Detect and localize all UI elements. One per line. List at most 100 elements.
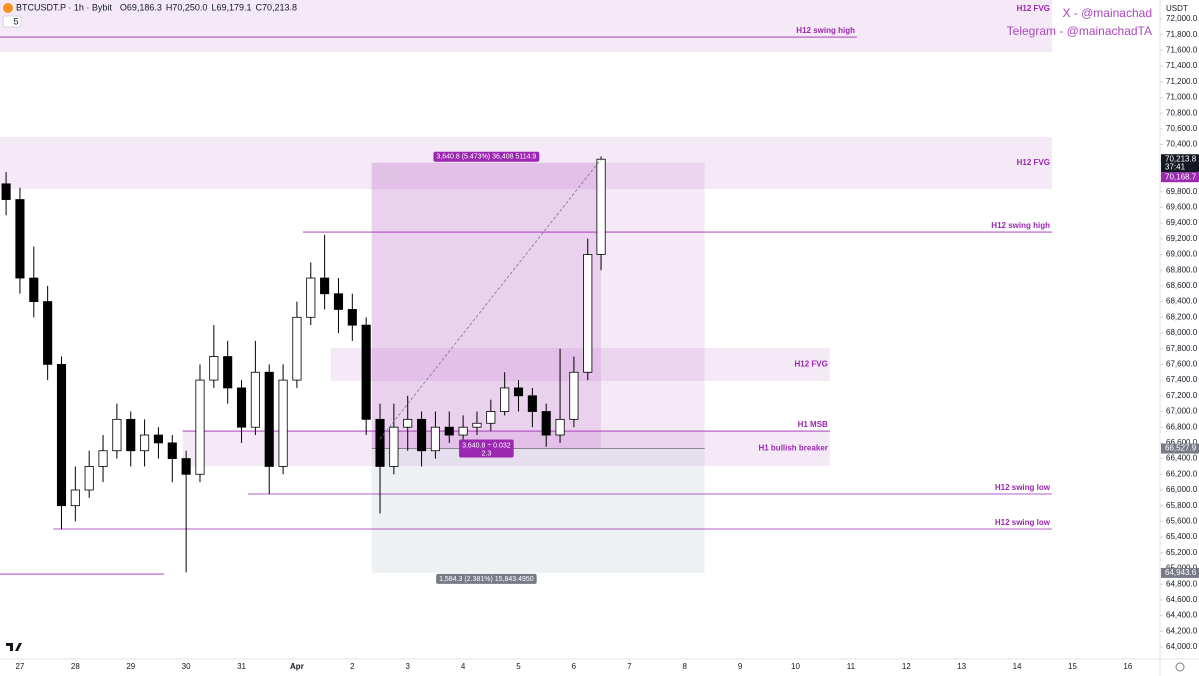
candle-body: [167, 442, 177, 459]
y-tick-label: 71,200.0: [1166, 77, 1198, 86]
y-tick-label: 67,200.0: [1166, 391, 1198, 400]
y-tick-label: 68,600.0: [1166, 281, 1198, 290]
x-tick-label: 12: [902, 662, 911, 671]
ohlc-value: L69,179.1: [211, 2, 251, 12]
candle-body: [500, 387, 510, 412]
y-tick-label: 66,200.0: [1166, 469, 1198, 478]
candle-body: [15, 199, 25, 279]
candle-body: [596, 158, 606, 255]
candle-body: [292, 316, 302, 381]
main-layer: [1, 156, 606, 573]
y-tick-label: 66,400.0: [1166, 454, 1198, 463]
watermark: Telegram - @mainachadTA: [1007, 24, 1152, 38]
x-tick-label: 6: [572, 662, 577, 671]
y-tick-label: 66,800.0: [1166, 422, 1198, 431]
level-label: H12 swing low: [995, 518, 1051, 527]
level-label: H1 MSB: [798, 420, 828, 429]
y-tick-label: 68,800.0: [1166, 265, 1198, 274]
x-tick-label: 28: [71, 662, 80, 671]
y-tick-label: 64,200.0: [1166, 626, 1198, 635]
level-label: H12 swing high: [796, 26, 855, 35]
y-tick-label: 68,400.0: [1166, 297, 1198, 306]
y-tick-label: 69,000.0: [1166, 250, 1198, 259]
y-tick-label: 65,600.0: [1166, 517, 1198, 526]
position-ratio-bg: [459, 439, 514, 458]
x-tick-label: 4: [461, 662, 466, 671]
x-tick-label: 10: [791, 662, 800, 671]
zone: [0, 136, 1052, 190]
candle-body: [569, 371, 579, 420]
x-tick-label: 15: [1068, 662, 1077, 671]
candle-body: [278, 379, 288, 467]
position-stop-label-text: 1,584.3 (2.381%) 15,843.4950: [439, 576, 534, 583]
zone: [0, 0, 1052, 52]
price-countdown: 37:41: [1165, 162, 1186, 171]
y-tick-label: 64,400.0: [1166, 611, 1198, 620]
position-target-label: 3,640.8 (5.473%) 36,408 5114.9: [433, 151, 540, 162]
y-tick-label: 67,000.0: [1166, 407, 1198, 416]
y-tick-label: 65,400.0: [1166, 532, 1198, 541]
candle-body: [70, 489, 80, 507]
candle-body: [236, 387, 247, 428]
zone-label: H1 bullish breaker: [758, 444, 827, 453]
candle-body: [430, 426, 440, 452]
y-tick-label: 69,200.0: [1166, 234, 1198, 243]
candle-body: [223, 356, 233, 389]
price-tag-bg: [1161, 443, 1199, 454]
level-label: H12 swing low: [995, 483, 1051, 492]
y-tick-label: 69,800.0: [1166, 187, 1198, 196]
candle-body: [140, 434, 150, 452]
x-tick-label: Apr: [290, 662, 304, 671]
logo-shape: [6, 643, 22, 651]
y-tick-label: 71,800.0: [1166, 30, 1198, 39]
candle-body: [527, 395, 537, 412]
candle-body: [361, 324, 371, 420]
candle-body: [126, 418, 136, 452]
zone-label: H12 FVG: [1017, 158, 1050, 167]
price-tag-bg: [1161, 567, 1199, 578]
candle-body: [209, 356, 219, 381]
price-tag: 70,168.7: [1165, 172, 1197, 181]
x-tick-label: 3: [405, 662, 410, 671]
y-tick-label: 67,600.0: [1166, 360, 1198, 369]
candle-body: [333, 293, 344, 310]
candle-body: [264, 371, 274, 467]
x-tick-label: 31: [237, 662, 246, 671]
indicator-toggle[interactable]: [2, 15, 22, 28]
candle-body: [56, 363, 67, 507]
candle-body: [555, 418, 565, 436]
position-stop-label: 1,584.3 (2.381%) 15,843.4950: [436, 573, 537, 584]
x-tick-label: 13: [957, 662, 966, 671]
y-tick-label: 68,200.0: [1166, 312, 1198, 321]
candle-body: [403, 418, 413, 428]
ohlc-value: C70,213.8: [256, 2, 298, 12]
position-stop-label-bg: [436, 573, 537, 584]
x-tick-label: 7: [627, 662, 632, 671]
position-reached-zone: [371, 162, 602, 449]
price-tag: 70,213.8: [1165, 154, 1197, 163]
axis-layer: H12 FVG H12 FVG H12 FVG H1 bullish breaker H…: [15, 4, 1199, 671]
watermark: X - @mainachad: [1062, 6, 1152, 20]
x-tick-label: 9: [738, 662, 743, 671]
y-tick-label: 65,800.0: [1166, 501, 1198, 510]
currency: USDT: [1166, 4, 1188, 13]
zone: [330, 347, 830, 382]
candle-body: [375, 418, 385, 467]
position-ratio-text: 3,640.8 ÷ 0.032: [462, 442, 511, 449]
y-tick-label: 66,600.0: [1166, 438, 1198, 447]
y-tick-label: 70,600.0: [1166, 124, 1198, 133]
y-tick-label: 69,600.0: [1166, 203, 1198, 212]
x-tick-label: 27: [15, 662, 24, 671]
candle-body: [1, 183, 11, 200]
candle-body: [181, 458, 191, 475]
candle-body: [513, 387, 524, 397]
y-tick-label: 65,200.0: [1166, 548, 1198, 557]
candle-body: [347, 309, 357, 326]
candle-body: [541, 411, 551, 436]
candle-body: [389, 426, 399, 467]
position-ratio-text: 2.3: [482, 450, 492, 457]
y-tick-label: 67,800.0: [1166, 344, 1198, 353]
settings-button[interactable]: [1175, 662, 1185, 672]
price-tag: 64,943.6: [1165, 568, 1197, 577]
position-target-label-text: 3,640.8 (5.473%) 36,408 5114.9: [436, 154, 536, 161]
